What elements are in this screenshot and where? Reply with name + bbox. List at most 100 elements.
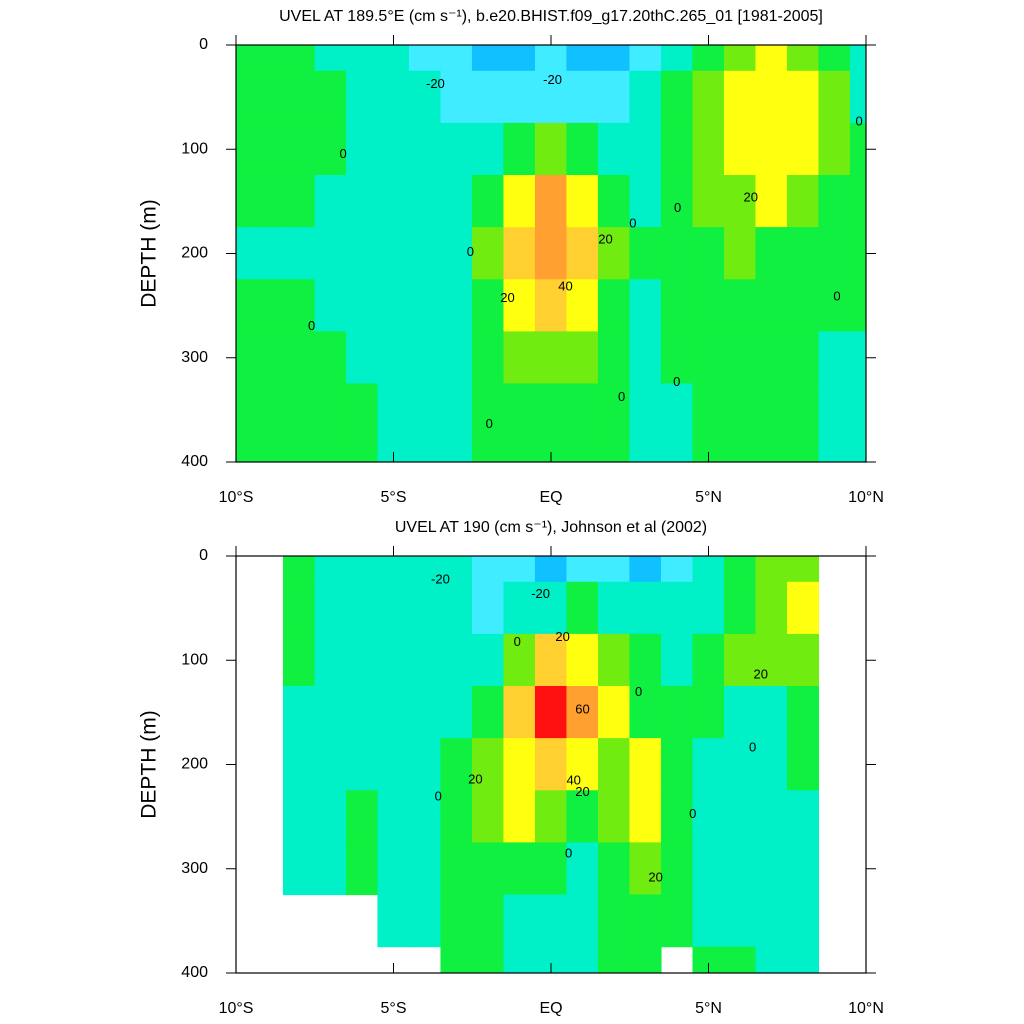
cell [723, 581, 757, 635]
contour-label: 0 [629, 216, 636, 231]
cell [660, 581, 694, 635]
cell [408, 435, 442, 462]
cell [408, 738, 442, 791]
chart-title: UVEL AT 190 (cm s⁻¹), Johnson et al (200… [395, 519, 707, 536]
cell [723, 894, 757, 948]
contour-label: 20 [648, 870, 662, 885]
cell [345, 383, 379, 437]
cell [345, 738, 379, 791]
cell [597, 686, 631, 739]
cell [818, 175, 851, 228]
y-tick-label: 200 [181, 756, 208, 773]
cell [471, 633, 505, 687]
cell [629, 790, 662, 843]
cell [660, 686, 694, 739]
cell [377, 790, 410, 843]
cell [660, 738, 694, 791]
cell [503, 738, 536, 791]
cell [471, 383, 505, 437]
cell [282, 556, 316, 583]
cell [597, 633, 631, 687]
cell [377, 738, 410, 791]
cell [503, 686, 536, 739]
cell [818, 383, 851, 437]
cell [629, 227, 662, 280]
cell [440, 122, 473, 176]
cell [314, 175, 347, 228]
chart-title: UVEL AT 189.5°E (cm s⁻¹), b.e20.BHIST.f0… [279, 8, 823, 25]
cell [597, 279, 631, 332]
x-tick-label: 10°N [848, 489, 884, 506]
cell [408, 175, 442, 228]
cell [408, 279, 442, 332]
cell [597, 790, 631, 843]
cell [534, 383, 568, 437]
cell [786, 279, 820, 332]
y-tick-label: 400 [181, 453, 208, 470]
field [282, 556, 820, 973]
y-tick-label: 100 [181, 140, 208, 157]
x-tick-label: 10°N [848, 1000, 884, 1017]
cell [566, 842, 599, 896]
cell [408, 581, 442, 635]
x-tick-label: 5°N [695, 1000, 722, 1017]
cell [440, 842, 473, 896]
cell [597, 946, 631, 973]
cell [471, 894, 505, 948]
cell [629, 175, 662, 228]
cell [377, 122, 410, 176]
cell [377, 686, 410, 739]
cell [251, 435, 284, 462]
cell [566, 383, 599, 437]
cell [440, 70, 473, 124]
cell [849, 122, 866, 176]
cell [786, 70, 820, 124]
cell [692, 383, 725, 437]
y-tick-label: 0 [199, 547, 208, 564]
cell [534, 227, 568, 280]
cell [660, 790, 694, 843]
cell [786, 686, 820, 739]
cell [314, 435, 347, 462]
cell [534, 738, 568, 791]
contour-label: 40 [566, 773, 580, 788]
cell [629, 279, 662, 332]
cell [755, 686, 788, 739]
cell [597, 435, 631, 462]
cell [503, 122, 536, 176]
cell [345, 279, 379, 332]
cell [408, 331, 442, 385]
cell [786, 122, 820, 176]
cell [786, 946, 820, 973]
cell [723, 738, 757, 791]
cell [660, 894, 694, 948]
cell [629, 581, 662, 635]
cell [377, 279, 410, 332]
cell [629, 633, 662, 687]
cell [534, 70, 568, 124]
cell [408, 122, 442, 176]
cell [345, 70, 379, 124]
cell [503, 279, 536, 332]
cell [503, 227, 536, 280]
cell [786, 581, 820, 635]
cell [408, 842, 442, 896]
cell [440, 556, 473, 583]
cell [818, 70, 851, 124]
cell [440, 435, 473, 462]
cell [723, 279, 757, 332]
cell [566, 331, 599, 385]
cell [251, 122, 284, 176]
cell [723, 435, 757, 462]
cell [282, 738, 316, 791]
cell [534, 946, 568, 973]
cell [723, 70, 757, 124]
cell [755, 790, 788, 843]
cell [755, 633, 788, 687]
cell [471, 227, 505, 280]
cell [692, 790, 725, 843]
cell [282, 790, 316, 843]
y-tick-label: 300 [181, 860, 208, 877]
cell [755, 556, 788, 583]
contour-label: 20 [500, 290, 514, 305]
